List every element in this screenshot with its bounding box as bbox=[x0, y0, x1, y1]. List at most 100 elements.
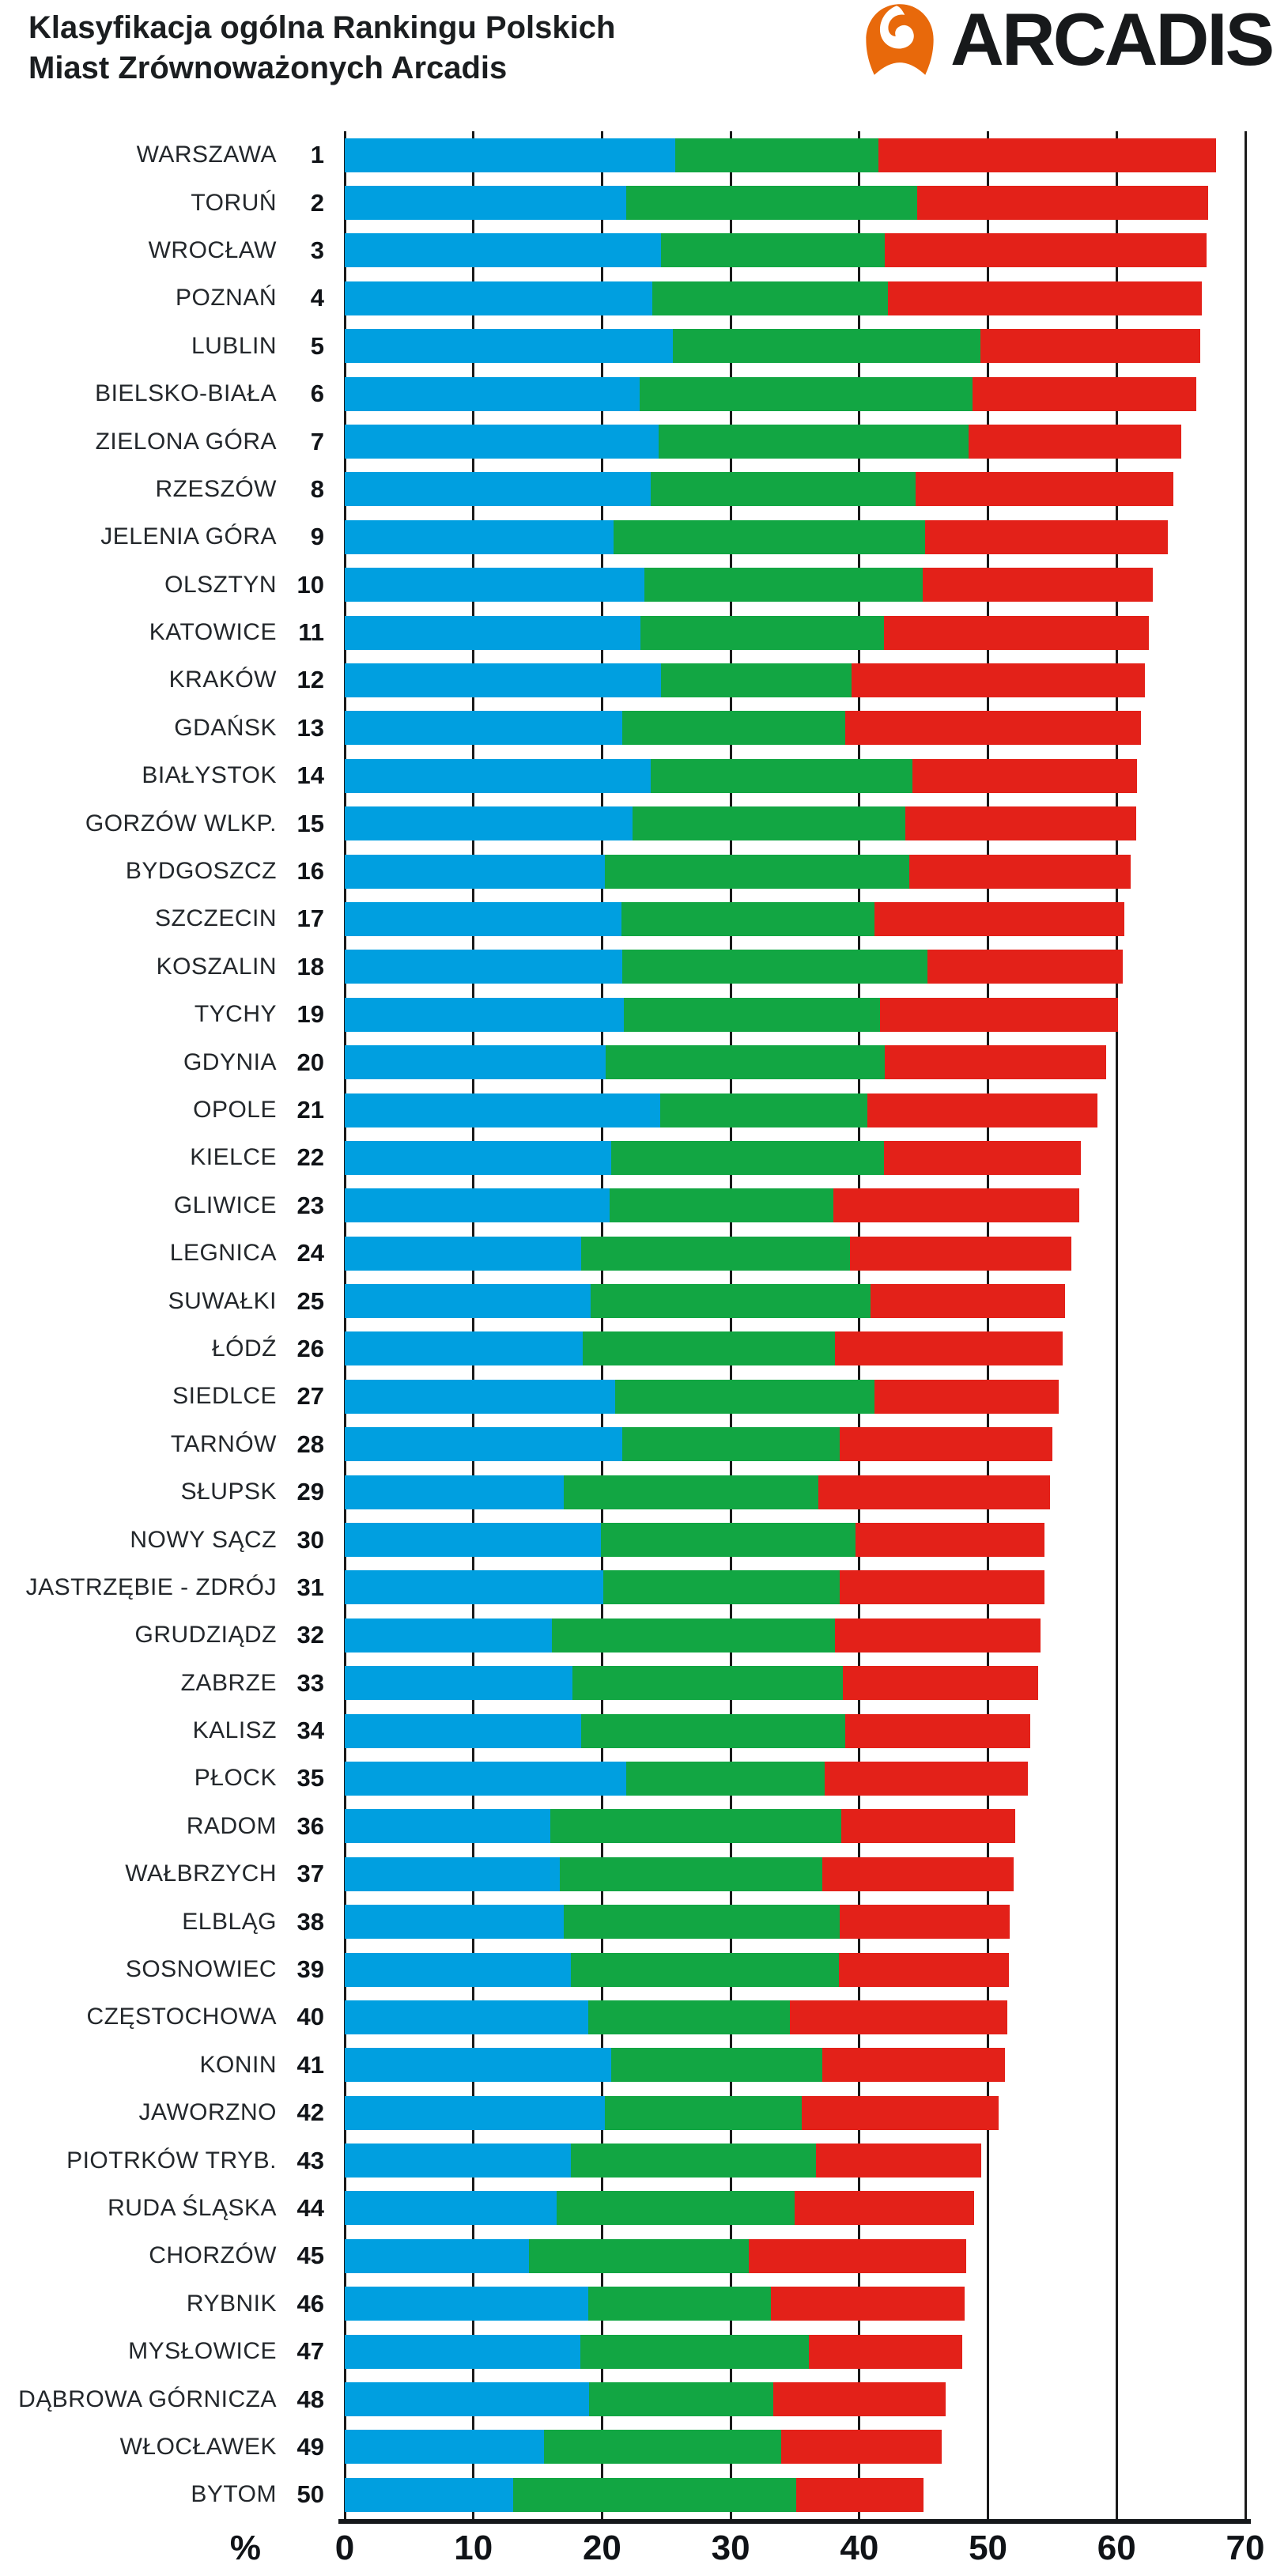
bar-segment-green bbox=[639, 376, 973, 411]
bar-segment-green bbox=[571, 1952, 839, 1987]
bar-segment-green bbox=[551, 1618, 835, 1652]
bar-segment-green bbox=[651, 758, 912, 793]
chart-row: JASTRZĘBIE - ZDRÓJ 31 bbox=[0, 1564, 1288, 1611]
bar-track bbox=[345, 1952, 1009, 1987]
rank-label: 35 bbox=[297, 1764, 324, 1792]
bar-segment-green bbox=[590, 1284, 871, 1319]
bar-segment-red bbox=[852, 663, 1146, 697]
arcadis-logo: ARCADIS bbox=[859, 2, 1275, 77]
city-label: POZNAŃ bbox=[175, 285, 277, 312]
chart-row: KRAKÓW 12 bbox=[0, 656, 1288, 704]
bar-track bbox=[345, 854, 1131, 889]
city-label: KATOWICE bbox=[149, 619, 277, 646]
bar-segment-red bbox=[840, 1905, 1010, 1940]
chart-row: MYSŁOWICE 47 bbox=[0, 2328, 1288, 2375]
chart-row: SUWAŁKI 25 bbox=[0, 1277, 1288, 1324]
bar-track bbox=[345, 663, 1146, 697]
bar-track bbox=[345, 1570, 1045, 1605]
chart-row: JAWORZNO 42 bbox=[0, 2089, 1288, 2136]
x-tick-label: 20 bbox=[582, 2529, 621, 2567]
x-axis-unit-label: % bbox=[229, 2529, 261, 2567]
city-label: CZĘSTOCHOWA bbox=[86, 2004, 277, 2030]
bar-segment-red bbox=[780, 2430, 942, 2465]
rank-label: 17 bbox=[297, 905, 324, 933]
bar-track bbox=[345, 1093, 1097, 1127]
chart-row: POZNAŃ 4 bbox=[0, 274, 1288, 322]
bar-track bbox=[345, 997, 1118, 1032]
bar-segment-blue bbox=[345, 1093, 660, 1127]
bar-segment-blue bbox=[345, 1140, 611, 1175]
rank-label: 19 bbox=[297, 1000, 324, 1029]
bar-segment-blue bbox=[345, 376, 640, 411]
x-axis-line bbox=[338, 2519, 1251, 2524]
gridline-50 bbox=[987, 131, 990, 2519]
bar-segment-blue bbox=[345, 1379, 615, 1414]
city-label: ZIELONA GÓRA bbox=[95, 428, 277, 455]
rank-label: 50 bbox=[297, 2480, 324, 2509]
chart-row: LEGNICA 24 bbox=[0, 1229, 1288, 1277]
bar-segment-blue bbox=[345, 2238, 529, 2273]
chart-row: KIELCE 22 bbox=[0, 1134, 1288, 1181]
bar-segment-red bbox=[748, 2238, 966, 2273]
chart-row: SOSNOWIEC 39 bbox=[0, 1946, 1288, 1993]
bar-segment-red bbox=[833, 1188, 1080, 1223]
rank-label: 5 bbox=[310, 331, 324, 360]
bar-segment-blue bbox=[345, 186, 627, 221]
bar-segment-green bbox=[544, 2430, 781, 2465]
rank-label: 4 bbox=[310, 284, 324, 312]
bar-track bbox=[345, 1761, 1028, 1796]
city-label: KRAKÓW bbox=[168, 667, 277, 693]
chart-row: GLIWICE 23 bbox=[0, 1182, 1288, 1229]
chart-row: RZESZÓW 8 bbox=[0, 466, 1288, 513]
city-label: JELENIA GÓRA bbox=[100, 523, 277, 550]
x-tick-label: 50 bbox=[969, 2529, 1008, 2567]
chart-row: BYDGOSZCZ 16 bbox=[0, 848, 1288, 895]
bar-segment-red bbox=[969, 425, 1181, 459]
bar-segment-green bbox=[563, 1475, 818, 1509]
bar-segment-blue bbox=[345, 1952, 572, 1987]
rank-label: 46 bbox=[297, 2289, 324, 2317]
bar-segment-green bbox=[659, 425, 969, 459]
bar-segment-green bbox=[614, 519, 925, 554]
city-label: ELBLĄG bbox=[182, 1908, 277, 1935]
bars-layer: WARSZAWA 1 TORUŃ 2 WROCŁAW 3 POZNAŃ 4 LUBLIN 5 BIE… bbox=[0, 131, 1288, 2519]
bar-segment-blue bbox=[345, 1188, 610, 1223]
bar-segment-blue bbox=[345, 2191, 557, 2226]
bar-track bbox=[345, 1331, 1063, 1366]
rank-label: 27 bbox=[297, 1382, 324, 1411]
chart-row: OLSZTYN 10 bbox=[0, 561, 1288, 609]
bar-segment-red bbox=[841, 1809, 1015, 1844]
bar-segment-green bbox=[587, 2287, 771, 2321]
gridline-10 bbox=[472, 131, 475, 2519]
bar-segment-red bbox=[840, 1427, 1052, 1462]
bar-segment-red bbox=[795, 2191, 974, 2226]
chart-row: DĄBROWA GÓRNICZA 48 bbox=[0, 2375, 1288, 2423]
city-label: LEGNICA bbox=[169, 1240, 277, 1267]
bar-segment-green bbox=[580, 2334, 810, 2369]
bar-track bbox=[345, 1379, 1059, 1414]
bar-segment-red bbox=[924, 519, 1169, 554]
bar-track bbox=[345, 1284, 1066, 1319]
bar-segment-green bbox=[581, 1236, 851, 1271]
bar-segment-blue bbox=[345, 1331, 584, 1366]
bar-segment-green bbox=[563, 1905, 840, 1940]
chart-row: BYTOM 50 bbox=[0, 2471, 1288, 2518]
bar-segment-red bbox=[822, 2048, 1005, 2083]
city-label: JAWORZNO bbox=[138, 2099, 277, 2126]
bar-segment-red bbox=[801, 2095, 999, 2130]
bar-segment-green bbox=[587, 2000, 790, 2034]
bar-segment-green bbox=[621, 901, 875, 936]
city-label: BYTOM bbox=[191, 2481, 277, 2508]
chart-row: TYCHY 19 bbox=[0, 991, 1288, 1038]
chart-row: BIAŁYSTOK 14 bbox=[0, 752, 1288, 799]
gridline-70 bbox=[1244, 131, 1247, 2519]
bar-track bbox=[345, 2048, 1005, 2083]
bar-segment-blue bbox=[345, 2048, 611, 2083]
bar-segment-red bbox=[973, 376, 1197, 411]
bar-segment-red bbox=[770, 2287, 965, 2321]
bar-segment-green bbox=[672, 329, 980, 364]
rank-label: 31 bbox=[297, 1573, 324, 1601]
bar-track bbox=[345, 2477, 924, 2512]
rank-label: 40 bbox=[297, 2003, 324, 2031]
